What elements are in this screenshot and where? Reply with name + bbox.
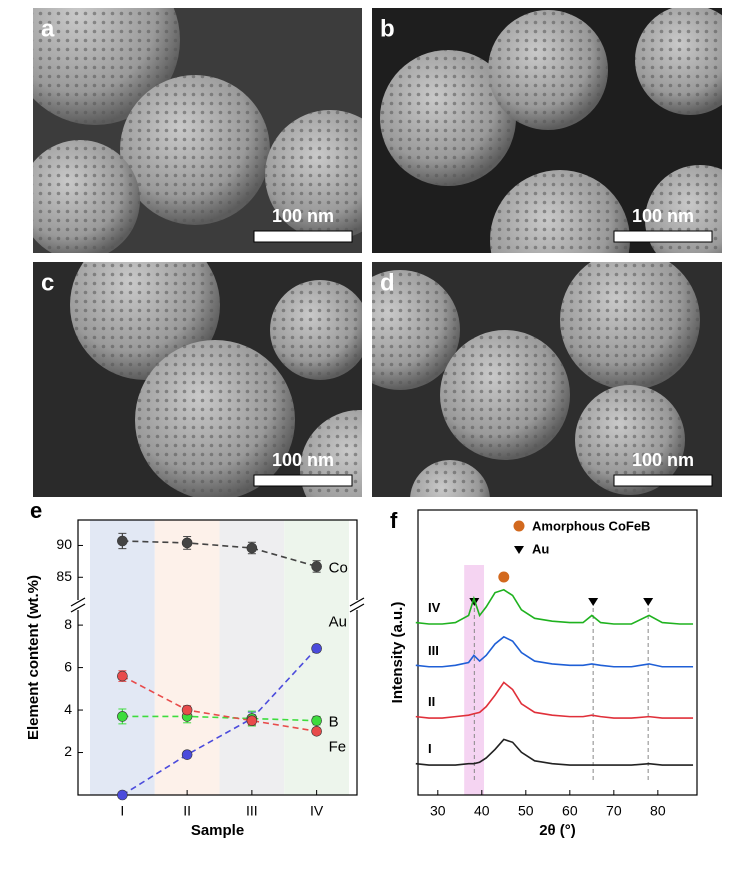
series-label: Au bbox=[329, 613, 347, 630]
axis-break bbox=[349, 597, 365, 607]
scale-bar-label: 100 nm bbox=[272, 450, 334, 470]
x-tick-label: III bbox=[246, 803, 258, 819]
y-tick-label: 85 bbox=[56, 568, 72, 584]
data-point bbox=[246, 715, 258, 726]
y-tick-label: 4 bbox=[64, 701, 72, 717]
series-label: Co bbox=[329, 559, 348, 576]
x-tick-label: 60 bbox=[562, 803, 578, 819]
x-tick-label: IV bbox=[310, 803, 324, 819]
y-tick-label: 8 bbox=[64, 616, 72, 632]
x-tick-label: 30 bbox=[430, 803, 446, 819]
sem-panel bbox=[33, 262, 362, 497]
xrd-trace bbox=[415, 681, 694, 719]
x-tick-label: 80 bbox=[650, 803, 666, 819]
category-band bbox=[90, 520, 155, 795]
data-point bbox=[311, 715, 322, 726]
legend-label: Amorphous CoFeB bbox=[532, 518, 650, 533]
data-point bbox=[181, 537, 193, 549]
data-point bbox=[311, 643, 322, 654]
data-point bbox=[311, 725, 322, 737]
au-marker bbox=[588, 598, 599, 606]
legend-label: Au bbox=[532, 541, 549, 556]
panel-label: d bbox=[380, 269, 395, 296]
sem-panel bbox=[33, 8, 362, 253]
category-band bbox=[219, 520, 285, 795]
panel-label: a bbox=[41, 15, 55, 42]
scale-bar bbox=[253, 230, 353, 243]
sem-panel bbox=[372, 262, 722, 497]
x-axis-label: 2θ (°) bbox=[539, 822, 576, 839]
x-tick-label: 40 bbox=[474, 803, 490, 819]
axis-break bbox=[70, 597, 86, 607]
series-label: B bbox=[329, 714, 339, 731]
data-point bbox=[117, 535, 128, 547]
x-tick-label: 70 bbox=[606, 803, 622, 819]
axis-break-gap bbox=[70, 600, 86, 610]
data-point bbox=[117, 711, 128, 722]
series-line bbox=[122, 715, 317, 722]
scale-bar-label: 100 nm bbox=[632, 450, 694, 470]
xrd-trace bbox=[415, 635, 694, 668]
scale-bar bbox=[253, 474, 353, 487]
series-label: I bbox=[428, 741, 432, 756]
plot-frame bbox=[417, 509, 698, 796]
axis-break bbox=[349, 603, 365, 613]
scale-bar-label: 100 nm bbox=[632, 206, 694, 226]
panel-label: c bbox=[41, 269, 54, 296]
sem-images bbox=[33, 8, 722, 497]
y-tick-label: 2 bbox=[64, 743, 72, 759]
legend-marker bbox=[514, 546, 524, 554]
axis-break bbox=[70, 603, 86, 613]
sem-panel bbox=[372, 8, 722, 253]
au-marker bbox=[643, 598, 654, 606]
scale-bar-label: 100 nm bbox=[272, 206, 334, 226]
xrd-trace bbox=[415, 738, 694, 766]
x-tick-label: II bbox=[183, 803, 191, 819]
series-label: III bbox=[428, 643, 439, 658]
data-point bbox=[181, 704, 193, 716]
data-point bbox=[117, 789, 128, 801]
y-axis-label: Element content (wt.%) bbox=[25, 575, 42, 740]
legend-marker bbox=[513, 520, 525, 532]
xrd-trace bbox=[415, 588, 694, 625]
data-point bbox=[246, 542, 258, 554]
panel-label: b bbox=[380, 15, 395, 42]
y-tick-label: 90 bbox=[56, 536, 72, 552]
scale-bar bbox=[613, 474, 713, 487]
category-band bbox=[154, 520, 220, 795]
y-tick-label: 6 bbox=[64, 658, 72, 674]
x-tick-label: 50 bbox=[518, 803, 534, 819]
data-point bbox=[311, 561, 322, 572]
series-line bbox=[122, 540, 317, 568]
series-line bbox=[122, 675, 317, 733]
x-tick-label: I bbox=[120, 803, 124, 819]
data-point bbox=[181, 749, 193, 760]
series-label: II bbox=[428, 694, 435, 709]
series-label: Fe bbox=[329, 738, 347, 755]
cofeb-marker bbox=[498, 571, 510, 583]
panel-label: e bbox=[30, 498, 42, 523]
scale-bar bbox=[613, 230, 713, 243]
panel-label: f bbox=[390, 508, 398, 533]
y-axis-label: Intensity (a.u.) bbox=[389, 602, 406, 704]
plot-frame bbox=[77, 519, 358, 796]
axis-break-gap bbox=[349, 600, 365, 610]
x-axis-label: Sample bbox=[191, 822, 244, 839]
series-line bbox=[121, 647, 318, 796]
series-label: IV bbox=[428, 600, 441, 615]
data-point bbox=[117, 670, 128, 682]
